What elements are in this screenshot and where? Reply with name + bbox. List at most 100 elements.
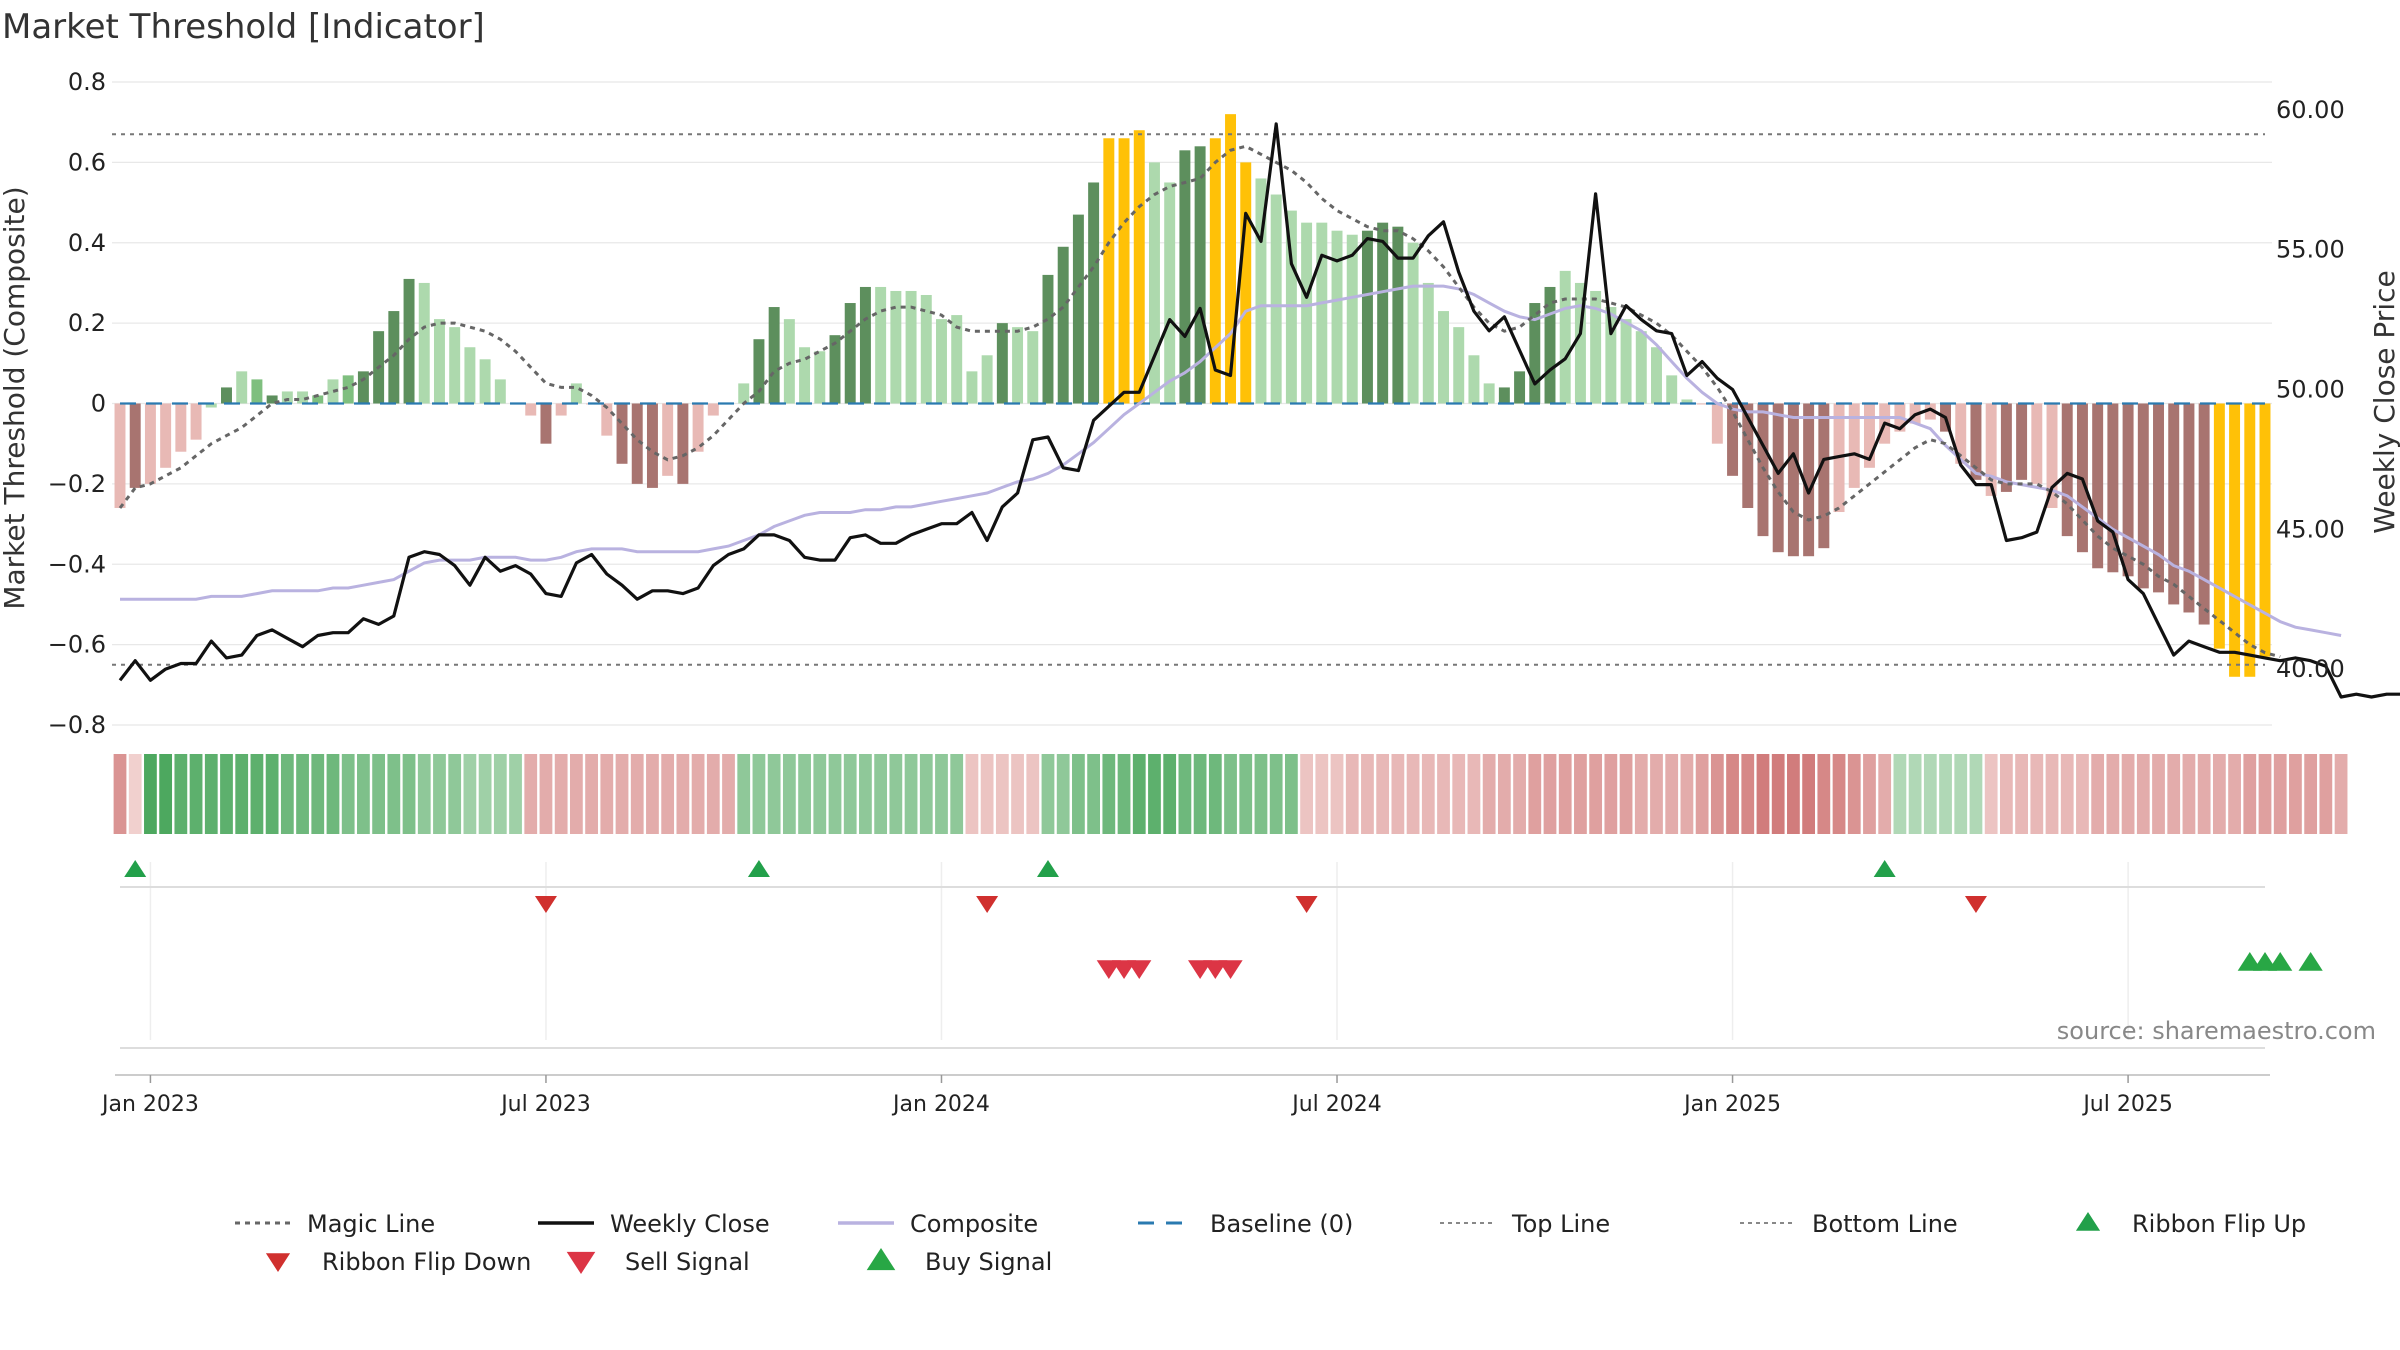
composite-bar [190, 403, 202, 440]
legend-item: Ribbon Flip Down [265, 1248, 531, 1276]
composite-bar [1742, 403, 1754, 508]
ribbon-cell [2091, 754, 2105, 834]
ribbon-cell [646, 754, 659, 834]
ribbon-cell [1787, 754, 1800, 834]
legend-label: Weekly Close [610, 1210, 770, 1238]
ribbon-cell [1026, 754, 1040, 834]
composite-bar [1803, 403, 1815, 557]
composite-bar [936, 319, 947, 404]
composite-bar [2092, 403, 2104, 569]
ribbon-cell [2045, 754, 2059, 834]
ribbon-cell [1604, 754, 1618, 834]
ribbon-cell [980, 754, 994, 834]
ribbon-cell [128, 754, 142, 834]
composite-bar [144, 403, 156, 484]
ribbon-flip-up-marker [1873, 860, 1896, 877]
y-axis-right-ticks: 60.00 55.00 50.00 45.00 40.00 [2276, 96, 2345, 683]
legend-swatch [2075, 1212, 2101, 1231]
ribbon-cell [1771, 754, 1785, 834]
y-left-tick-label: −0.6 [48, 631, 106, 659]
composite-bar [890, 290, 902, 404]
ribbon-cell [250, 754, 264, 834]
sell-signal-marker [1111, 960, 1137, 979]
composite-bar [677, 403, 689, 484]
ribbon-cell [1315, 754, 1329, 834]
ribbon-cell [2319, 754, 2333, 834]
ribbon-cell [1087, 754, 1101, 834]
ribbon-cell [1634, 754, 1648, 834]
ribbon-cell [585, 754, 598, 834]
ribbon-cell [1467, 754, 1481, 834]
ribbon-cell [326, 754, 340, 834]
ribbon-cell [691, 754, 705, 834]
ribbon-cell [1513, 754, 1526, 834]
y-axis-left-ticks: 0.8 0.6 0.4 0.2 0 −0.2 −0.4 −0.6 −0.8 [48, 68, 106, 739]
composite-bar [875, 286, 887, 404]
composite-bar [829, 335, 841, 404]
ribbon-cell [524, 754, 538, 834]
ribbon-cell [1710, 754, 1724, 834]
composite-bar [1422, 282, 1434, 404]
composite-bar [601, 403, 613, 436]
ribbon-flip-down-marker [534, 896, 557, 913]
y-left-tick-label: 0.2 [68, 309, 106, 337]
ribbon-cell [569, 754, 583, 834]
ribbon-cell [1695, 754, 1709, 834]
y-axis-left-label: Market Threshold (Composite) [0, 186, 31, 609]
composite-bar [494, 379, 506, 404]
ribbon-cell [889, 754, 903, 834]
y-left-tick-label: −0.8 [48, 711, 106, 739]
ribbon-cell [828, 754, 842, 834]
ribbon-cell [1497, 754, 1511, 834]
ribbon-cell [1832, 754, 1846, 834]
ribbon-cell [1908, 754, 1922, 834]
ribbon-cell [1984, 754, 1998, 834]
x-tick-label: Jul 2024 [1290, 1092, 1382, 1117]
ribbon-cell [2243, 754, 2257, 834]
ribbon-cell [1361, 754, 1374, 834]
x-tick-label: Jul 2023 [499, 1092, 591, 1117]
composite-bar [859, 286, 871, 404]
composite-bars [114, 114, 2271, 677]
y-right-tick-label: 50.00 [2276, 376, 2345, 404]
buy-signal-marker [2268, 952, 2293, 971]
sell-signal-marker [1127, 960, 1152, 979]
composite-bar [525, 403, 537, 416]
ribbon-cell [600, 754, 614, 834]
legend-label: Top Line [1511, 1210, 1610, 1238]
composite-bar [738, 383, 750, 404]
ribbon-cell [402, 754, 416, 834]
ribbon-cell [280, 754, 294, 834]
composite-bar [2153, 403, 2164, 593]
composite-bar [342, 375, 354, 404]
ribbon-cell [296, 754, 309, 834]
ribbon-cell [1589, 754, 1603, 834]
composite-bar [1574, 282, 1586, 404]
legend-item: Buy Signal [866, 1248, 1052, 1276]
ribbon-cell [1406, 754, 1420, 834]
composite-bar [1848, 403, 1860, 488]
ribbon-cell [554, 754, 568, 834]
composite-bar [479, 359, 491, 404]
composite-bar [1559, 270, 1571, 404]
composite-bar [433, 319, 445, 404]
composite-bar [1453, 327, 1465, 404]
composite-bar [160, 403, 172, 468]
composite-bar [1088, 182, 1100, 404]
ribbon-cell [1391, 754, 1405, 834]
ribbon-cell [843, 754, 857, 834]
ribbon-cell [357, 754, 370, 834]
composite-bar [996, 323, 1008, 404]
ribbon-cell [706, 754, 720, 834]
ribbon-cell [1923, 754, 1937, 834]
composite-bar [783, 319, 795, 404]
composite-bar [2046, 403, 2058, 508]
y-right-tick-label: 45.00 [2276, 515, 2345, 543]
composite-bar [2107, 403, 2119, 573]
composite-bar [662, 403, 674, 476]
ribbon-cell [1802, 754, 1816, 834]
composite-bar [2213, 403, 2225, 649]
legend-label: Magic Line [307, 1210, 435, 1238]
composite-bar [646, 403, 658, 488]
ribbon-cell [1163, 754, 1177, 834]
